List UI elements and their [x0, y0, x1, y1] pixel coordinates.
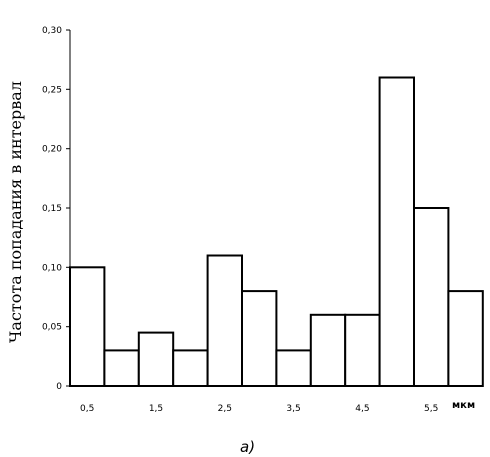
x-tick-label: 0,5: [80, 404, 94, 414]
x-tick-label: 2,5: [218, 404, 232, 414]
x-tick-label: 3,5: [286, 404, 300, 414]
y-tick-label: 0,30: [42, 26, 62, 36]
x-unit-label: мкм: [452, 400, 475, 411]
histogram-bar-5: [206, 254, 244, 387]
y-tick-label: 0,25: [42, 85, 62, 95]
y-tick-label: 0,20: [42, 145, 62, 155]
y-tick-label: 0,05: [42, 323, 62, 333]
histogram-bar-12: [447, 290, 484, 388]
figure-caption: а): [240, 438, 255, 456]
x-tick-label: 4,5: [355, 404, 369, 414]
y-tick-label: 0: [56, 382, 62, 392]
x-tick-label: 5,5: [424, 404, 438, 414]
bars-group: [69, 76, 484, 388]
histogram-bar-6: [241, 290, 278, 388]
x-tick-label: 1,5: [149, 404, 163, 414]
histogram-bar-2: [103, 349, 140, 387]
histogram-bar-11: [413, 207, 450, 387]
y-axis-label: Частота попадания в интервал: [6, 81, 25, 343]
histogram-bar-9: [344, 313, 381, 387]
histogram-bar-10: [378, 76, 416, 387]
histogram-bar-4: [172, 349, 209, 387]
histogram-bar-3: [137, 331, 175, 388]
histogram-bar-8: [309, 313, 347, 387]
y-tick-label: 0,15: [42, 204, 62, 214]
y-ticks-group: 0 0,05 0,10 0,15 0,20 0,25 0,30: [42, 26, 70, 392]
y-tick-label: 0,10: [42, 263, 62, 273]
histogram-bar-7: [275, 349, 312, 387]
x-ticks-group: 0,5 1,5 2,5 3,5 4,5 5,5: [80, 404, 438, 414]
histogram-bar-1: [69, 266, 106, 387]
